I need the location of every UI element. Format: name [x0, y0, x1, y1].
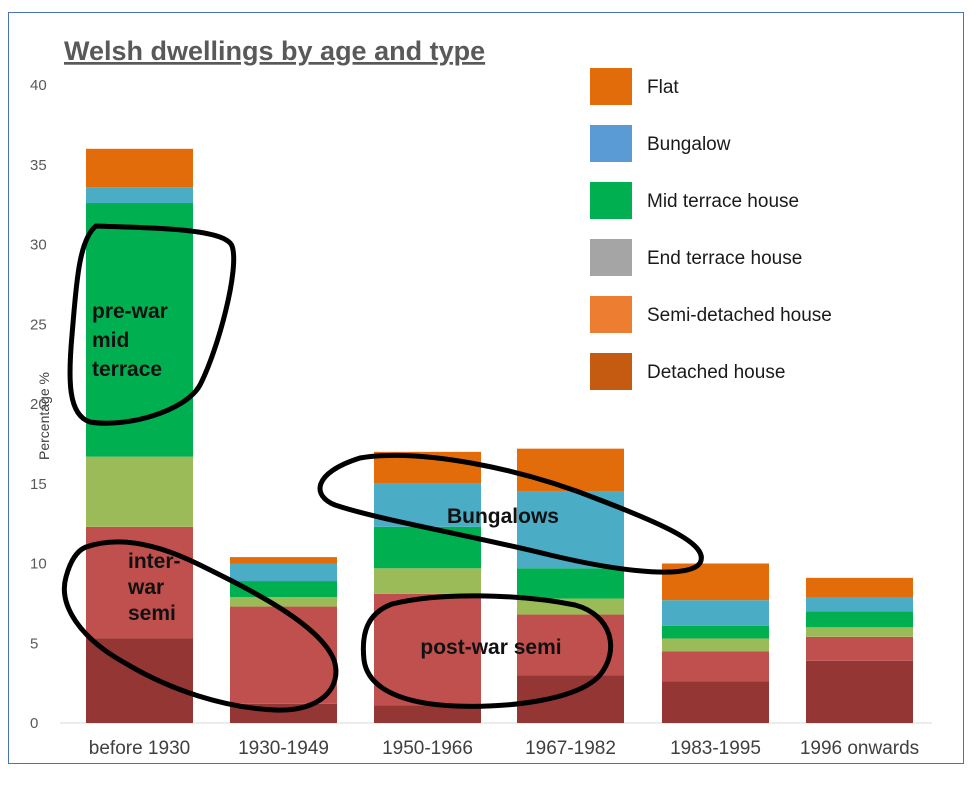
annotation-text: pre-war [92, 300, 168, 323]
bar-segment-semi-detached-house [806, 636, 913, 661]
y-tick-label: 10 [30, 556, 47, 573]
chart-frame [8, 12, 964, 764]
x-tick-label: 1983-1995 [670, 738, 761, 759]
bar-segment-flat [86, 148, 193, 188]
annotation-loop-inter-war [62, 539, 339, 713]
x-tick-label: 1967-1982 [525, 738, 616, 759]
bar-segment-detached-house [806, 660, 913, 723]
y-tick-label: 15 [30, 476, 47, 493]
legend-label: Bungalow [647, 134, 731, 155]
y-axis-label: Percentage % [36, 372, 52, 460]
annotation-text: Bungalows [447, 505, 559, 528]
chart-title: Welsh dwellings by age and type [64, 36, 485, 66]
annotation-loop-bungalows [317, 452, 704, 575]
bar-segment-mid-terrace-house [86, 203, 193, 457]
x-tick-label: 1950-1966 [382, 738, 473, 759]
bar-segment-bungalow [662, 600, 769, 626]
bar-segment-detached-house [517, 675, 624, 723]
y-tick-label: 30 [30, 237, 47, 254]
y-tick-label: 5 [30, 635, 38, 652]
x-tick-label: before 1930 [89, 738, 190, 759]
bar-segment-mid-terrace-house [806, 611, 913, 628]
hand-drawn-circles [62, 223, 704, 713]
annotation-text: post-war semi [420, 636, 561, 659]
bar-segment-flat [662, 563, 769, 601]
y-tick-label: 20 [30, 396, 47, 413]
annotation-text: inter- [128, 550, 181, 573]
legend-swatch [590, 296, 632, 333]
bar-segment-detached-house [662, 681, 769, 723]
legend-label: Flat [647, 77, 679, 98]
bar-segment-bungalow [230, 563, 337, 582]
bar-segment-flat [806, 577, 913, 597]
annotations: pre-war mid terrace inter-war semi Bungalows p… [92, 300, 562, 659]
bar-segment-bungalow [86, 187, 193, 204]
y-tick-label: 40 [30, 77, 47, 94]
annotation-loop-pre-war [67, 223, 237, 426]
bar-segment-flat [517, 448, 624, 492]
legend-swatch [590, 353, 632, 390]
y-axis: 0 5 10 15 20 25 30 35 40 [30, 77, 47, 732]
annotation-text: semi [128, 602, 176, 625]
legend-swatch [590, 182, 632, 219]
legend-label: Detached house [647, 362, 785, 383]
legend-swatch [590, 125, 632, 162]
bar-segment-mid-terrace-house [517, 568, 624, 599]
x-axis: before 1930 1930-1949 1950-1966 1967-1982 19… [89, 738, 919, 759]
bar-segment-flat [230, 557, 337, 564]
y-tick-label: 35 [30, 157, 47, 174]
bars [86, 148, 913, 723]
bar-segment-end-terrace-house [662, 638, 769, 652]
legend-label: Semi-detached house [647, 305, 832, 326]
bar-segment-semi-detached-house [662, 651, 769, 682]
x-tick-label: 1996 onwards [800, 738, 919, 759]
bar-segment-end-terrace-house [230, 596, 337, 607]
legend-swatch [590, 239, 632, 276]
bar-segment-end-terrace-house [86, 456, 193, 527]
annotation-loop-post-war [360, 593, 614, 709]
legend-label: End terrace house [647, 248, 802, 269]
legend-label: Mid terrace house [647, 191, 799, 212]
bar-segment-mid-terrace-house [662, 625, 769, 639]
legend-swatch [590, 68, 632, 105]
legend: Flat Bungalow Mid terrace house End terrace… [590, 68, 832, 390]
bar-segment-mid-terrace-house [374, 526, 481, 569]
bar-segment-end-terrace-house [806, 627, 913, 637]
bar-segment-semi-detached-house [374, 593, 481, 706]
annotation-text: war [127, 576, 164, 599]
bar-segment-bungalow [806, 596, 913, 612]
bar-segment-semi-detached-house [230, 606, 337, 704]
annotation-text: terrace [92, 358, 162, 381]
x-tick-label: 1930-1949 [238, 738, 329, 759]
bar-segment-detached-house [374, 705, 481, 723]
y-tick-label: 25 [30, 316, 47, 333]
y-tick-label: 0 [30, 715, 38, 732]
annotation-text: mid [92, 329, 129, 352]
bar-segment-end-terrace-house [374, 568, 481, 594]
